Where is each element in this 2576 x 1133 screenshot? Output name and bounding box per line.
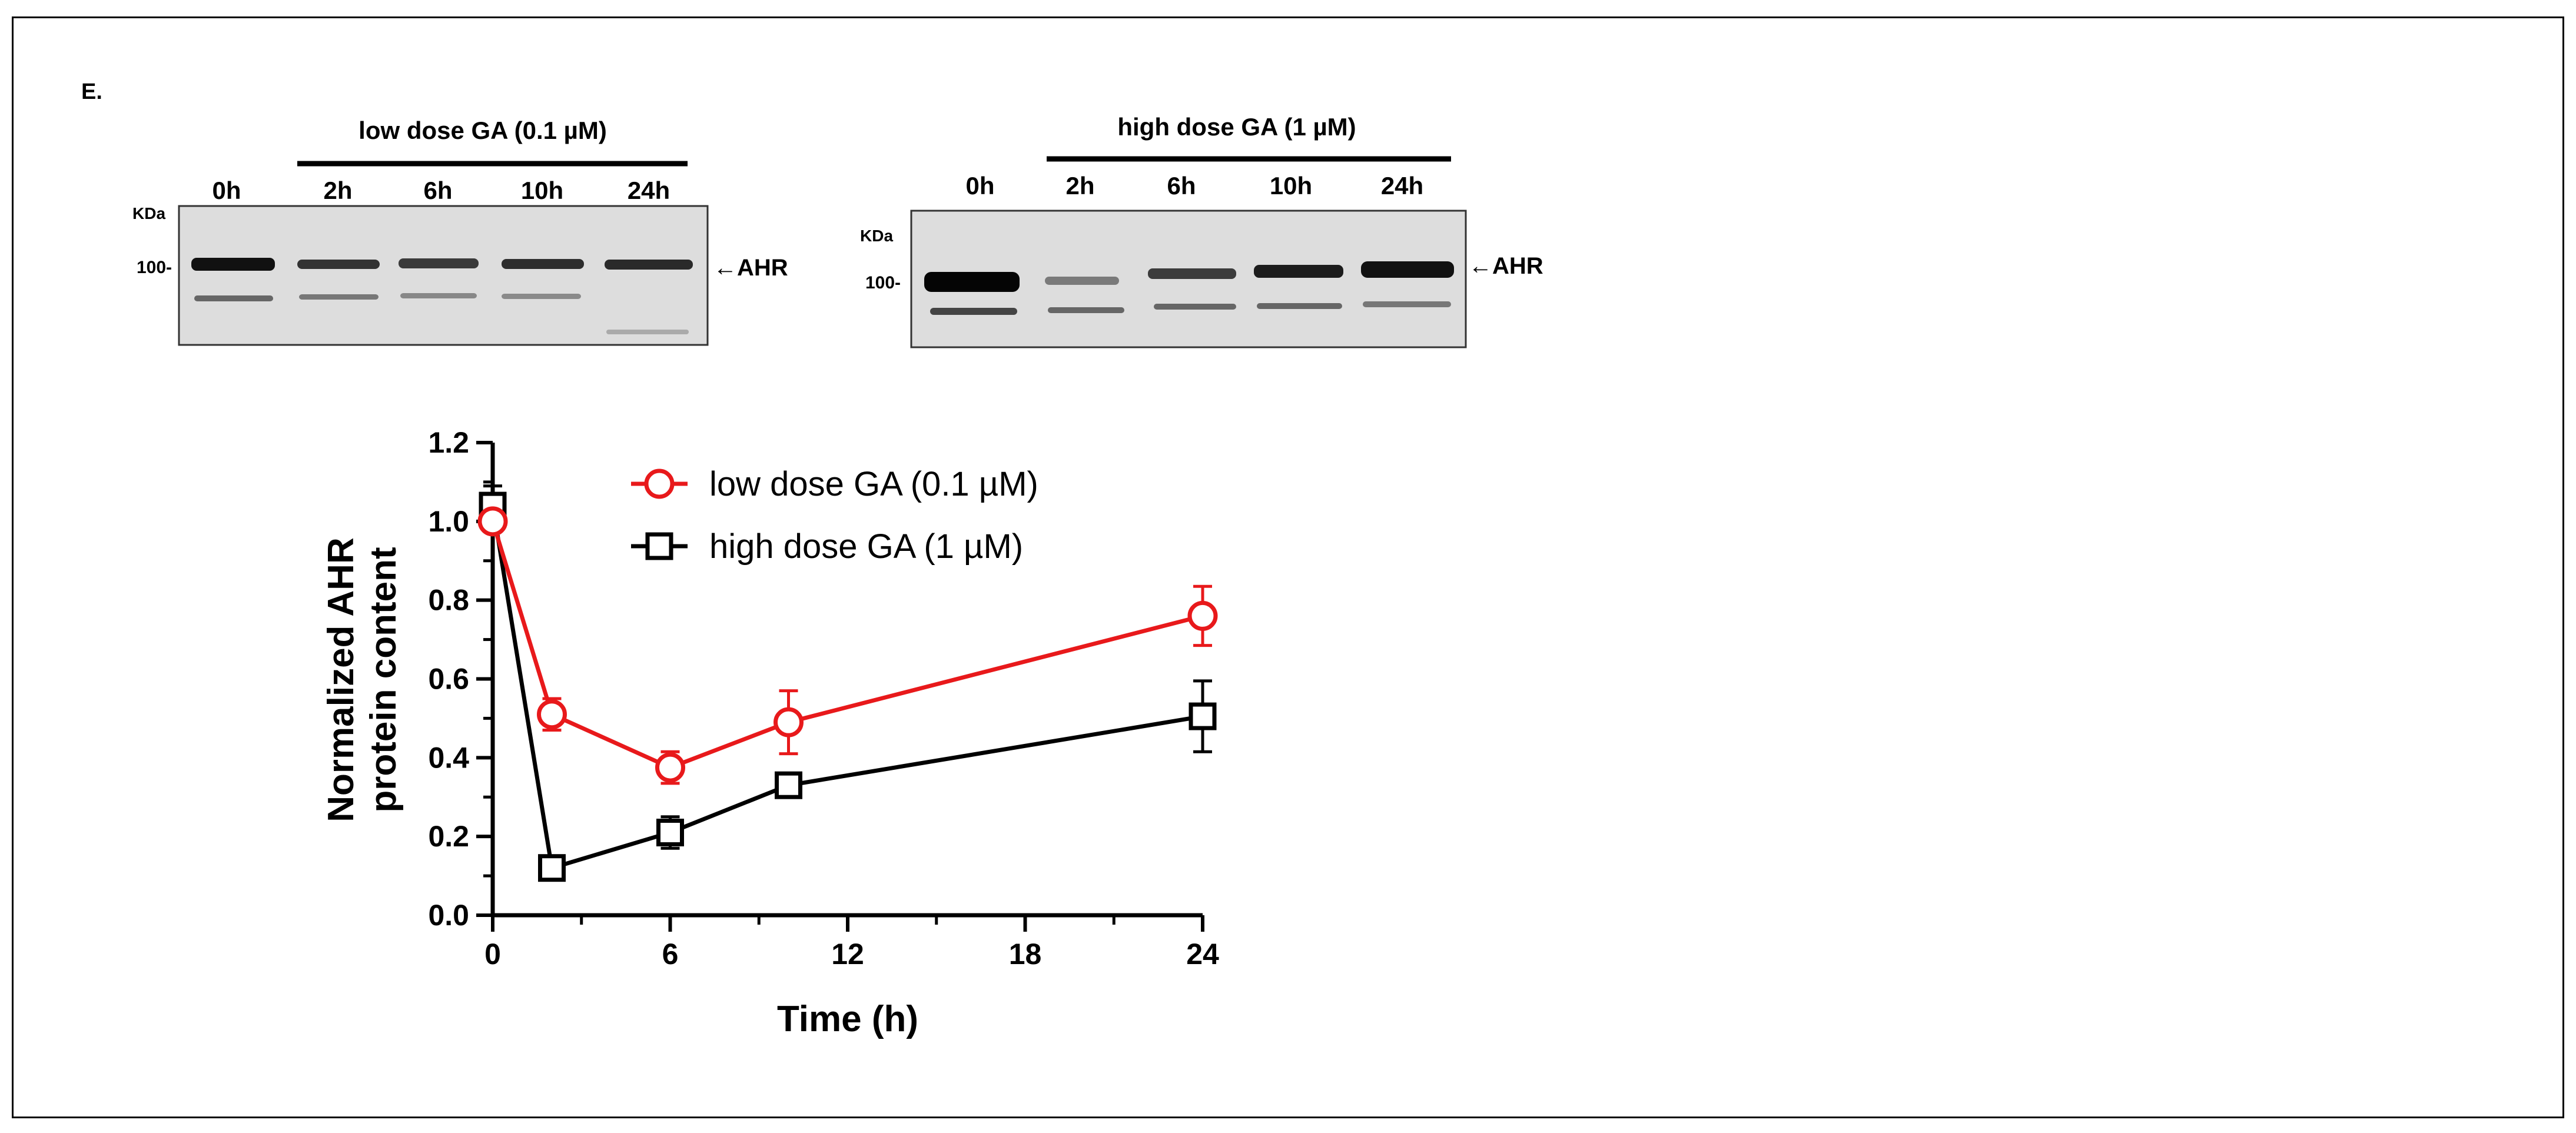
blot-high-lower-band-0h: [930, 308, 1017, 315]
legend-marker-circle: [644, 469, 675, 499]
blot-low-kda-label: KDa: [132, 204, 165, 222]
blot-high-band-24h: [1361, 261, 1454, 278]
blot-low-lower-band-0h: [194, 295, 273, 301]
legend-marker-square: [645, 532, 673, 560]
blot-high-header: high dose GA (1 µM): [1117, 113, 1356, 141]
blot-low-band-10h: [502, 259, 584, 269]
blot-low-band-0h: [191, 258, 275, 271]
y-axis-title-line-2: protein content: [363, 547, 404, 812]
legend-label: high dose GA (1 µM): [709, 527, 1023, 566]
y-tick-label: 0.8: [428, 584, 469, 617]
y-axis-title-line-1: Normalized AHR: [321, 537, 361, 822]
panel-label: E.: [81, 79, 102, 104]
blot-low-ahr-label: ←AHR: [713, 255, 788, 281]
blot-low-lower-band-24h: [606, 330, 689, 334]
y-tick-label: 0.0: [428, 899, 469, 932]
blot-low-lane-4: 24h: [628, 177, 670, 204]
y-tick-label: 0.6: [428, 663, 469, 696]
data-point-circle: [477, 506, 508, 537]
blot-high-lane-0: 0h: [965, 172, 994, 200]
y-tick-label: 0.2: [428, 820, 469, 853]
blot-high-lower-band-10h: [1257, 303, 1342, 309]
blot-low-lower-band-10h: [502, 294, 581, 299]
data-point-square: [538, 854, 566, 882]
blot-high-dose: high dose GA (1 µM) 0h 2h 6h 10h 24h KDa…: [860, 113, 1543, 348]
blot-high-ahr-label: ←AHR: [1469, 253, 1543, 279]
blot-high-band-2h: [1045, 277, 1119, 285]
blot-high-lane-4: 24h: [1381, 172, 1423, 200]
series-circle: [477, 506, 1218, 785]
x-axis-title: Time (h): [777, 999, 918, 1039]
blot-high-band-6h: [1148, 268, 1236, 279]
data-point-circle: [774, 707, 804, 737]
data-point-square: [775, 771, 802, 799]
blot-high-band-0h: [924, 272, 1020, 292]
chart-legend: low dose GA (0.1 µM) high dose GA (1 µM): [631, 465, 1038, 566]
blot-high-kda-label: KDa: [860, 227, 893, 245]
blot-high-lane-3: 10h: [1270, 172, 1312, 200]
blot-low-lane-1: 2h: [323, 177, 352, 204]
x-tick-label: 0: [484, 938, 501, 971]
data-point-square: [1189, 702, 1217, 730]
x-tick-label: 12: [831, 938, 864, 971]
blot-low-marker: 100-: [137, 258, 172, 277]
line-chart: 0.0 0.2 0.4 0.6 0.8 1.0 1.2 0 6 12 18 24 Time (h) Nor…: [321, 426, 1219, 1039]
blot-low-band-6h: [399, 258, 479, 268]
y-tick-label: 1.0: [428, 505, 469, 538]
blot-low-band-24h: [605, 260, 693, 270]
blot-low-header: low dose GA (0.1 µM): [358, 117, 607, 144]
chart-axes: 0.0 0.2 0.4 0.6 0.8 1.0 1.2 0 6 12 18 24 Time (h) Nor…: [321, 426, 1219, 1039]
blot-low-lower-band-2h: [299, 294, 379, 300]
blot-low-lane-2: 6h: [423, 177, 452, 204]
figure-frame: [12, 16, 2564, 1118]
x-tick-label: 18: [1009, 938, 1042, 971]
blot-low-lane-3: 10h: [521, 177, 563, 204]
data-point-square: [656, 818, 684, 846]
x-tick-label: 6: [662, 938, 679, 971]
blot-high-lower-band-24h: [1363, 301, 1451, 307]
chart-series: [477, 484, 1218, 882]
blot-high-lane-1: 2h: [1065, 172, 1094, 200]
blot-low-dose: low dose GA (0.1 µM) 0h 2h 6h 10h 24h KD…: [132, 117, 788, 346]
x-tick-label: 24: [1186, 938, 1219, 971]
y-axis-title: Normalized AHRprotein content: [321, 537, 404, 822]
legend-label: low dose GA (0.1 µM): [709, 465, 1038, 503]
y-tick-label: 1.2: [428, 426, 469, 459]
data-point-circle: [655, 752, 685, 783]
blot-high-lane-2: 6h: [1167, 172, 1196, 200]
data-point-circle: [1187, 600, 1218, 631]
blot-low-membrane: [178, 205, 709, 346]
y-tick-label: 0.4: [428, 741, 469, 774]
blot-high-band-10h: [1254, 265, 1343, 278]
blot-low-band-2h: [297, 260, 380, 269]
data-point-circle: [537, 699, 567, 730]
series-square: [479, 484, 1217, 882]
blot-low-lane-0: 0h: [212, 177, 241, 204]
blot-high-lower-band-2h: [1048, 307, 1124, 313]
blot-high-marker: 100-: [865, 273, 901, 293]
blot-low-lower-band-6h: [400, 293, 477, 298]
blot-high-lower-band-6h: [1154, 304, 1236, 310]
